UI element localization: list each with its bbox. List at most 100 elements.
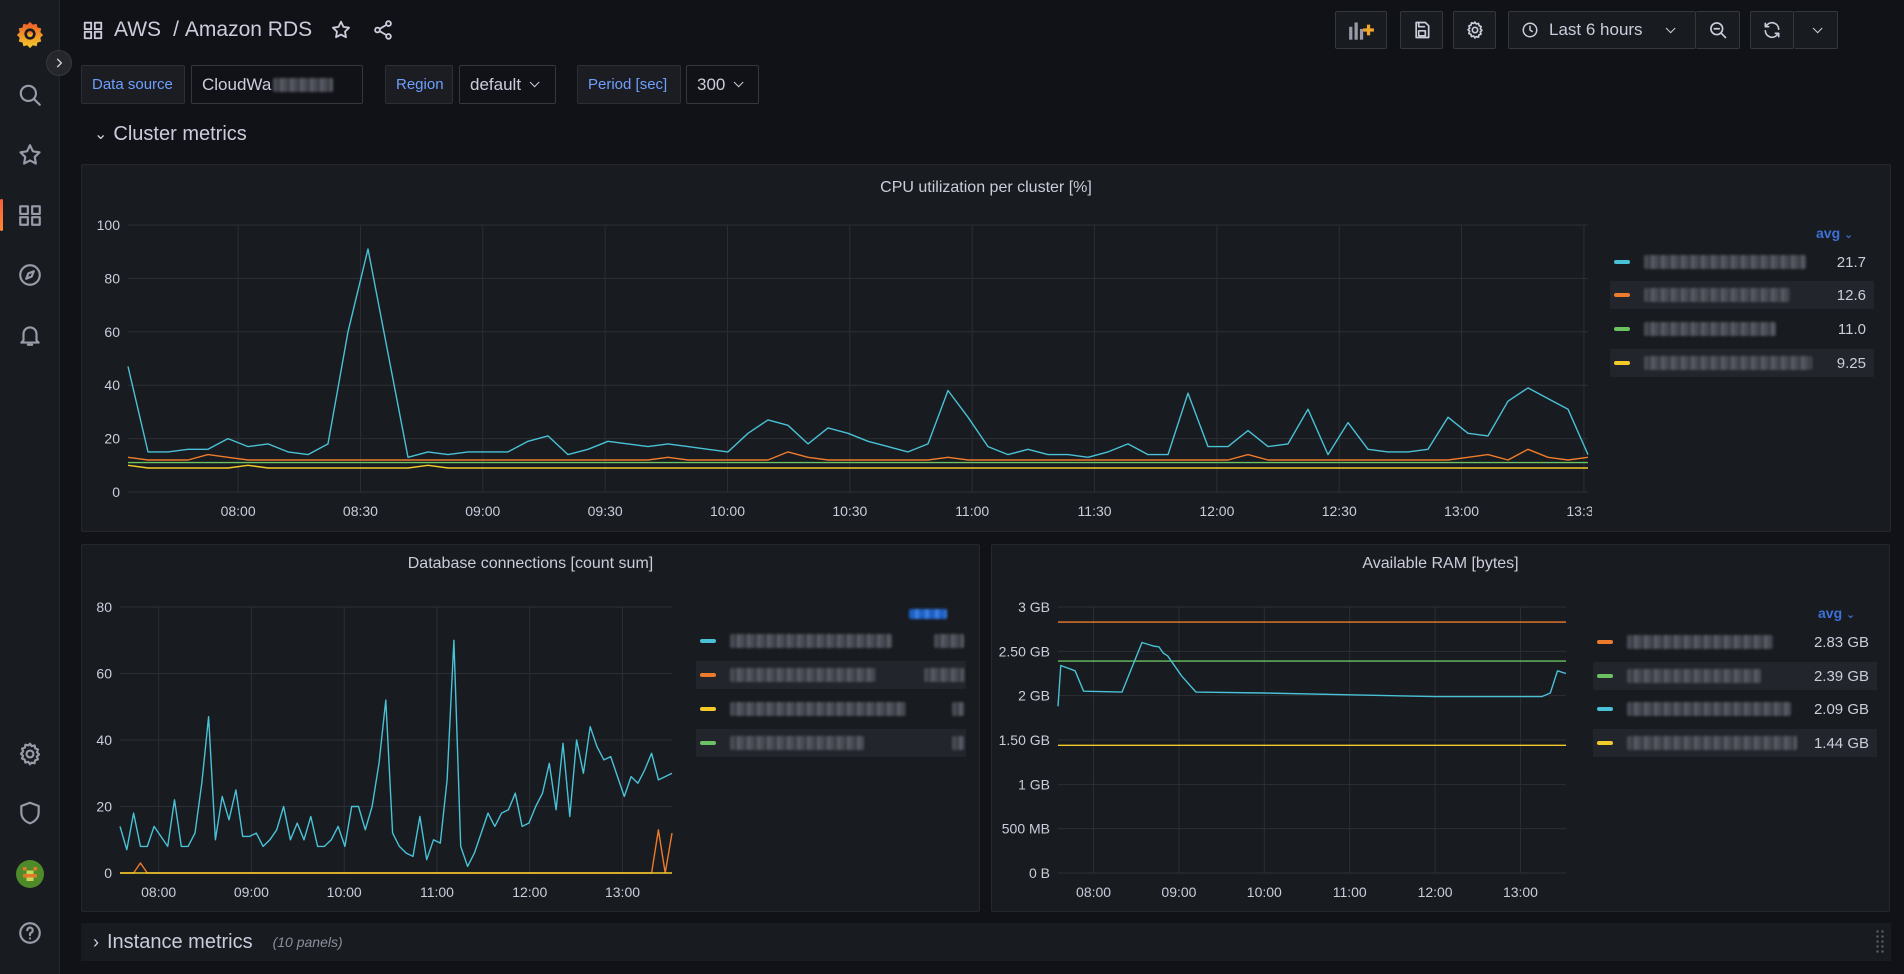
redacted-series-name [730, 668, 876, 682]
legend-item[interactable]: 2.09 GB [1593, 695, 1877, 723]
legend-sort-header[interactable]: avg ⌄ [1816, 225, 1853, 241]
region-variable-label: Region [385, 65, 453, 104]
dashboard-settings-button[interactable] [1453, 11, 1496, 49]
x-tick-label: 13:00 [605, 884, 640, 900]
x-tick-label: 09:00 [234, 884, 269, 900]
share-icon[interactable] [372, 19, 394, 41]
series-color-swatch[interactable] [1597, 741, 1613, 745]
series-color-swatch[interactable] [1597, 640, 1613, 644]
connections-chart[interactable]: 0 20 40 60 80 08:00 09:00 10:00 11:00 12:00 13:00 [82, 545, 682, 913]
panel-title[interactable]: Database connections [count sum] [407, 555, 654, 572]
period-chevron-icon [734, 77, 744, 88]
region-variable-select[interactable]: default [459, 65, 556, 104]
favorite-star-icon[interactable] [330, 19, 352, 41]
cpu-chart[interactable]: 0 20 40 60 80 100 08:00 08:30 09:00 09:30 10:00 10:… [82, 165, 1592, 533]
legend-item[interactable]: 12.6 [1610, 281, 1874, 309]
grafana-logo-icon[interactable] [0, 10, 60, 58]
period-variable-select[interactable]: 300 [686, 65, 759, 104]
redacted-legend-value [952, 702, 964, 716]
dashboard-title[interactable]: Amazon RDS [184, 18, 313, 41]
add-panel-button[interactable] [1335, 11, 1387, 49]
refresh-button[interactable] [1750, 11, 1794, 49]
x-tick-label: 10:00 [710, 503, 745, 519]
series-color-swatch[interactable] [700, 707, 716, 711]
row-panel-count: (10 panels) [272, 934, 343, 950]
y-tick-label: 0 [104, 865, 112, 881]
legend-item[interactable]: 9.25 [1610, 349, 1874, 377]
series-line[interactable] [119, 639, 673, 868]
breadcrumb-folder-link[interactable]: AWS [114, 18, 162, 41]
starred-icon[interactable] [0, 131, 60, 179]
redacted-legend-value [952, 736, 964, 750]
add-panel-icon [1349, 22, 1374, 40]
series-color-swatch[interactable] [700, 673, 716, 677]
x-tick-label: 08:00 [1076, 884, 1111, 900]
legend-item[interactable] [696, 695, 966, 723]
series-color-swatch[interactable] [1597, 707, 1613, 711]
x-tick-label: 11:00 [420, 884, 454, 900]
legend-item[interactable] [696, 661, 966, 689]
legend-header-label: avg [1818, 605, 1843, 621]
x-tick-label: 11:30 [1078, 503, 1112, 519]
ram-chart[interactable]: 0 B 500 MB 1 GB 1.50 GB 2 GB 2.50 GB 3 GB 08:00… [992, 545, 1592, 913]
series-color-swatch[interactable] [1614, 361, 1630, 365]
time-range-chevron-icon [1665, 22, 1676, 33]
series-line[interactable] [120, 829, 673, 874]
series-line[interactable] [127, 448, 1589, 461]
legend-item[interactable]: 1.44 GB [1593, 729, 1877, 757]
x-tick-label: 08:30 [343, 503, 378, 519]
region-variable-value: default [470, 74, 522, 94]
panel-title[interactable]: CPU utilization per cluster [%] [880, 179, 1092, 196]
legend-sort-header[interactable]: avg ⌄ [1818, 605, 1855, 621]
legend-item[interactable]: 11.0 [1610, 315, 1874, 343]
server-admin-shield-icon[interactable] [0, 789, 60, 837]
refresh-interval-dropdown[interactable] [1794, 11, 1838, 49]
legend-sort-header[interactable] [909, 605, 947, 621]
expand-sidebar-chevron-icon[interactable] [46, 50, 72, 76]
row-instance-metrics[interactable]: › Instance metrics (10 panels) [81, 923, 1891, 961]
y-tick-label: 2.50 GB [999, 643, 1050, 659]
series-color-swatch[interactable] [1597, 674, 1613, 678]
period-variable-value: 300 [697, 74, 726, 94]
y-tick-label: 20 [104, 431, 120, 447]
redacted-series-name [1644, 322, 1776, 336]
row-title: Cluster metrics [113, 122, 247, 145]
legend-item[interactable]: 2.39 GB [1593, 662, 1877, 690]
drag-handle-icon[interactable] [1875, 929, 1885, 955]
time-range-picker[interactable]: Last 6 hours [1508, 11, 1696, 49]
x-tick-label: 09:00 [465, 503, 500, 519]
series-color-swatch[interactable] [700, 741, 716, 745]
y-tick-label: 20 [96, 799, 112, 815]
redacted-series-name [1644, 255, 1806, 269]
series-line[interactable] [1057, 641, 1567, 707]
redacted-series-name [1627, 635, 1773, 649]
series-line[interactable] [127, 464, 1588, 469]
series-color-swatch[interactable] [1614, 260, 1630, 264]
save-dashboard-button[interactable] [1400, 11, 1443, 49]
series-color-swatch[interactable] [1614, 327, 1630, 331]
legend-item[interactable]: 2.83 GB [1593, 628, 1877, 656]
redacted-text [273, 77, 334, 92]
legend-item[interactable] [696, 627, 966, 655]
breadcrumb: AWS / Amazon RDS [60, 18, 394, 42]
datasource-variable-select[interactable]: CloudWa [191, 65, 363, 104]
x-tick-label: 12:00 [1199, 503, 1234, 519]
x-tick-label: 12:30 [1322, 503, 1357, 519]
time-range-label: Last 6 hours [1549, 20, 1643, 39]
series-line[interactable] [127, 248, 1589, 458]
dashboards-icon[interactable] [0, 191, 60, 239]
user-avatar[interactable] [0, 850, 60, 898]
help-icon[interactable] [0, 909, 60, 957]
legend-item[interactable]: 21.7 [1610, 248, 1874, 276]
search-icon[interactable] [0, 71, 60, 119]
explore-icon[interactable] [0, 251, 60, 299]
series-color-swatch[interactable] [1614, 293, 1630, 297]
alerting-bell-icon[interactable] [0, 311, 60, 359]
x-tick-label: 11:00 [955, 503, 989, 519]
zoom-out-button[interactable] [1696, 11, 1740, 49]
legend-item[interactable] [696, 729, 966, 757]
row-cluster-metrics[interactable]: ⌄ Cluster metrics [94, 120, 247, 148]
panel-title[interactable]: Available RAM [bytes] [1362, 555, 1519, 572]
configuration-gear-icon[interactable] [0, 730, 60, 778]
series-color-swatch[interactable] [700, 639, 716, 643]
